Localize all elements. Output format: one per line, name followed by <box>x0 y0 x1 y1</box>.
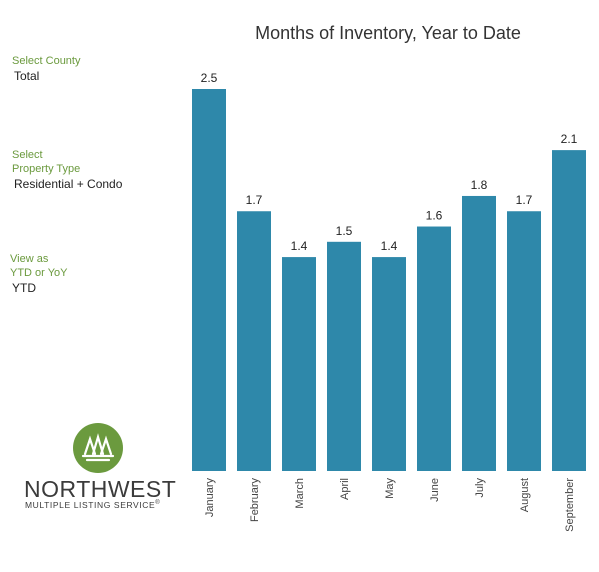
bar-february[interactable] <box>237 211 271 472</box>
value-label-may: 1.4 <box>381 239 398 253</box>
select-property-type-label-line1: Select <box>12 149 43 161</box>
x-tick-label-may: May <box>384 478 396 499</box>
logo-registered-mark: ® <box>155 500 161 506</box>
value-label-september: 2.1 <box>561 132 578 146</box>
x-tick-label-june: June <box>429 478 441 502</box>
value-label-january: 2.5 <box>201 71 218 85</box>
x-tick-label-august: August <box>519 478 531 512</box>
select-county-label: Select County <box>12 55 81 67</box>
nwmls-logo: NORTHWEST MULTIPLE LISTING SERVICE® <box>20 420 176 510</box>
county-select[interactable]: Total <box>14 69 40 83</box>
bar-april[interactable] <box>327 241 361 471</box>
bar-september[interactable] <box>552 150 586 471</box>
value-label-february: 1.7 <box>246 193 263 207</box>
x-tick-label-january: January <box>204 478 216 518</box>
x-tick-label-april: April <box>339 478 351 500</box>
nwmls-tree-icon <box>73 423 123 473</box>
view-as-label-line1: View as <box>10 253 49 265</box>
x-tick-label-february: February <box>249 478 261 523</box>
bar-may[interactable] <box>372 257 406 471</box>
bar-march[interactable] <box>282 257 316 471</box>
value-label-july: 1.8 <box>471 178 488 192</box>
select-property-type-label-line2: Property Type <box>12 163 81 175</box>
bar-january[interactable] <box>192 89 226 471</box>
bar-august[interactable] <box>507 211 541 472</box>
value-label-march: 1.4 <box>291 239 308 253</box>
value-label-june: 1.6 <box>426 209 443 223</box>
logo-subtitle-text: MULTIPLE LISTING SERVICE <box>25 500 156 510</box>
view-as-select[interactable]: YTD <box>12 281 36 295</box>
x-tick-label-july: July <box>474 478 486 498</box>
value-label-april: 1.5 <box>336 224 353 238</box>
view-as-label-line2: YTD or YoY <box>10 267 68 279</box>
bar-july[interactable] <box>462 195 496 471</box>
value-label-august: 1.7 <box>516 193 533 207</box>
logo-name: NORTHWEST <box>24 476 177 502</box>
logo-subtitle: MULTIPLE LISTING SERVICE® <box>25 500 160 510</box>
x-tick-label-march: March <box>294 478 306 509</box>
bar-june[interactable] <box>417 226 451 471</box>
chart-title: Months of Inventory, Year to Date <box>255 23 521 43</box>
property-type-select[interactable]: Residential + Condo <box>14 177 123 191</box>
x-tick-label-september: September <box>564 478 576 532</box>
